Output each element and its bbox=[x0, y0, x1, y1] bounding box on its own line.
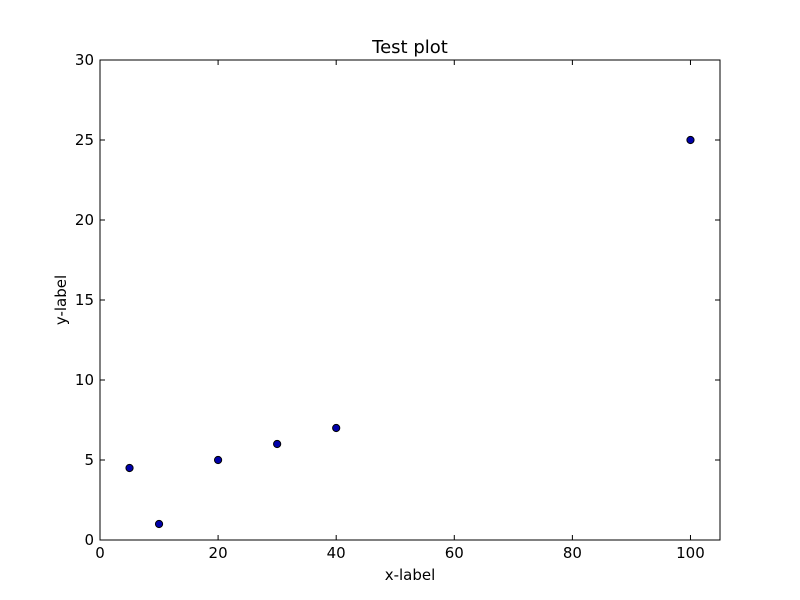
y-tick-label: 15 bbox=[75, 291, 94, 309]
chart-title: Test plot bbox=[371, 37, 448, 58]
points-layer bbox=[125, 135, 695, 529]
x-tick-label: 40 bbox=[327, 544, 346, 562]
x-tick-label: 20 bbox=[209, 544, 228, 562]
data-point bbox=[154, 519, 164, 529]
y-tick-label: 5 bbox=[84, 451, 94, 469]
y-tick-label: 0 bbox=[84, 531, 94, 549]
x-tick-label: 0 bbox=[95, 544, 105, 562]
y-tick-label: 20 bbox=[75, 211, 94, 229]
x-tick-label: 100 bbox=[676, 544, 705, 562]
data-point bbox=[273, 439, 282, 449]
y-axis-label: y-label bbox=[52, 275, 70, 325]
data-point bbox=[213, 455, 223, 465]
data-point bbox=[332, 423, 341, 433]
x-tick-label: 80 bbox=[563, 544, 582, 562]
data-point bbox=[125, 463, 134, 473]
y-tick-label: 25 bbox=[75, 131, 94, 149]
ticks-layer: 0 20 40 60 80 100 0 5 10 15 20 25 30 bbox=[75, 51, 720, 562]
x-tick-label: 60 bbox=[445, 544, 464, 562]
data-point bbox=[686, 135, 695, 145]
y-tick-label: 10 bbox=[75, 371, 94, 389]
x-axis-label: x-label bbox=[385, 566, 436, 584]
y-tick-label: 30 bbox=[75, 51, 94, 69]
plot-frame bbox=[99, 59, 721, 541]
